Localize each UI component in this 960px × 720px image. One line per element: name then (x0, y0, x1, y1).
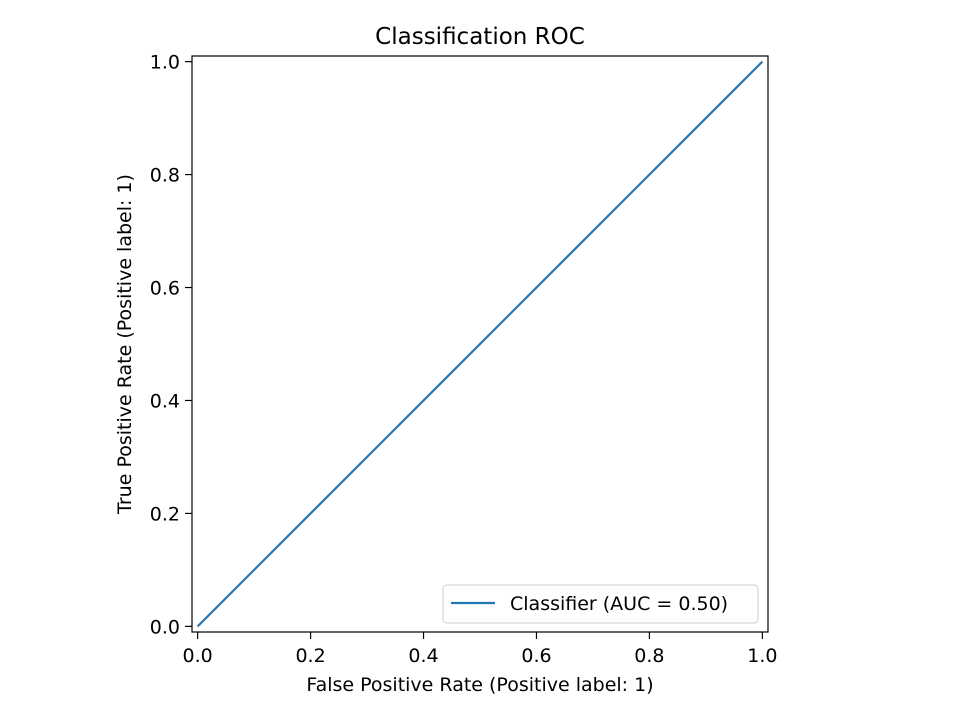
x-tick-label: 0.2 (295, 645, 325, 667)
y-tick-label: 0.8 (150, 165, 180, 187)
x-axis-ticks: 0.0 0.2 0.4 0.6 0.8 1.0 (183, 632, 777, 667)
legend-box (442, 584, 759, 624)
y-tick-label: 0.2 (150, 503, 180, 525)
y-axis-label: True Positive Rate (Positive label: 1) (114, 174, 136, 515)
x-tick-label: 0.8 (634, 645, 664, 667)
x-tick-label: 0.4 (408, 645, 438, 667)
y-tick-label: 0.6 (150, 278, 180, 300)
chart-title: Classification ROC (375, 24, 585, 50)
x-tick-label: 0.0 (183, 645, 213, 667)
x-axis-label: False Positive Rate (Positive label: 1) (306, 674, 653, 696)
series-line-0 (196, 60, 764, 628)
y-tick-label: 0.4 (150, 390, 180, 412)
series-layer (196, 60, 764, 628)
x-tick-label: 1.0 (747, 645, 777, 667)
y-tick-label: 0.0 (150, 616, 180, 638)
legend: Classifier (AUC = 0.50) (442, 584, 759, 624)
y-axis-ticks: 0.0 0.2 0.4 0.6 0.8 1.0 (150, 52, 192, 638)
y-tick-label: 1.0 (150, 52, 180, 74)
legend-entry-classifier: Classifier (AUC = 0.50) (510, 593, 728, 615)
x-tick-label: 0.6 (521, 645, 551, 667)
